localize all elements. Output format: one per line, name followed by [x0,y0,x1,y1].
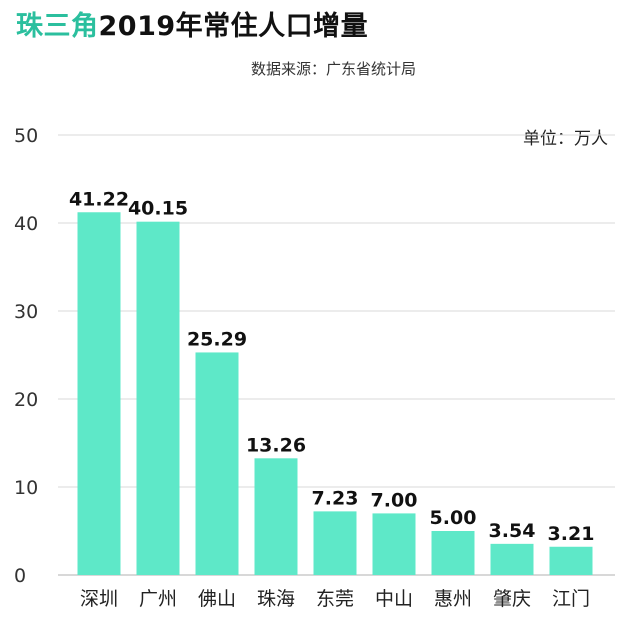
y-tick-label: 0 [14,565,26,587]
bar [431,531,475,575]
chart-title-rest: 2019年常住人口增量 [98,11,369,42]
bar [549,546,593,575]
x-tick-label: 东莞 [316,588,354,610]
x-tick-label: 佛山 [198,588,236,610]
bar [372,513,416,575]
chart-title-accent: 珠三角 [16,11,99,42]
x-tick-label: 肇庆 [493,588,531,610]
data-label: 25.29 [187,328,247,350]
x-tick-label: 江门 [552,588,590,610]
y-tick-label: 10 [14,477,38,499]
y-tick-label: 20 [14,389,38,411]
y-tick-label: 50 [14,125,38,147]
bar [313,511,357,575]
bar [490,543,534,575]
data-label: 40.15 [128,198,188,220]
data-label: 3.21 [548,523,595,545]
data-label: 13.26 [246,434,306,456]
x-tick-label: 广州 [139,588,177,610]
x-tick-label: 深圳 [80,588,118,610]
bar [254,458,298,575]
chart-title: 珠三角2019年常住人口增量 [16,4,368,43]
data-label: 41.22 [69,188,129,210]
data-label: 7.23 [312,487,359,509]
data-source: 数据来源：广东省统计局 [250,60,416,78]
data-label: 5.00 [430,507,477,529]
x-tick-label: 珠海 [257,588,295,610]
y-tick-label: 40 [14,213,38,235]
bar [195,352,239,575]
data-label: 3.54 [489,520,536,542]
bar [77,212,121,575]
x-tick-label: 惠州 [434,588,472,610]
bar [136,221,180,575]
x-tick-label: 中山 [375,588,413,610]
data-label: 7.00 [371,489,418,511]
y-tick-label: 30 [14,301,38,323]
unit-label: 单位：万人 [523,129,608,149]
